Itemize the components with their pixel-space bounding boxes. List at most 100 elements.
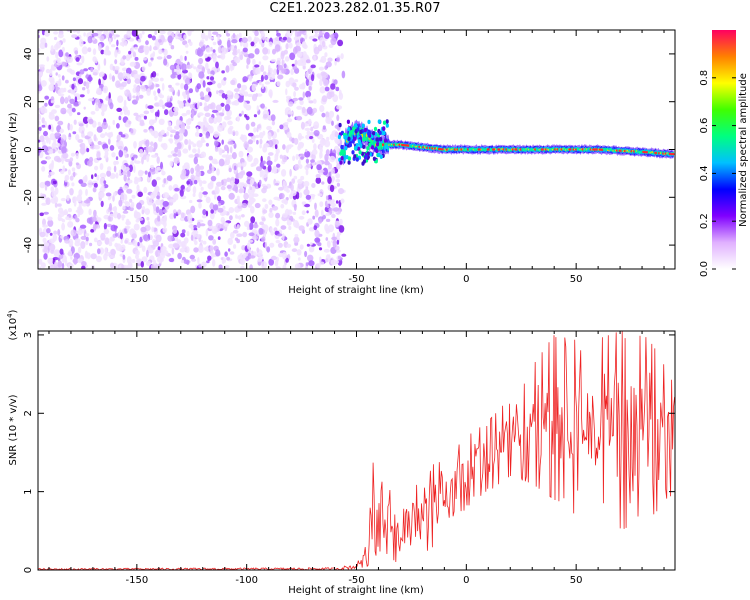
noise-speck (288, 42, 293, 49)
noise-speck (126, 78, 131, 85)
noise-speck (306, 163, 312, 168)
noise-speck (325, 111, 330, 119)
noise-speck (136, 202, 142, 210)
noise-speck (169, 160, 174, 167)
noise-speck (239, 54, 244, 61)
noise-speck (57, 203, 62, 207)
noise-speck (231, 39, 238, 44)
noise-speck (147, 34, 153, 39)
noise-speck (184, 102, 191, 107)
noise-speck (277, 233, 283, 237)
noise-speck (53, 36, 58, 41)
noise-speck (318, 247, 323, 251)
noise-speck (275, 152, 279, 157)
snr-x-tick-label: 50 (570, 575, 583, 586)
noise-speck (91, 174, 94, 180)
noise-speck (159, 30, 166, 35)
noise-speck (327, 199, 333, 205)
noise-speck (296, 51, 303, 58)
signal-onset (353, 136, 357, 141)
spectrogram-y-tick-label: 40 (23, 48, 34, 61)
noise-speck (115, 232, 118, 237)
noise-speck (336, 231, 342, 236)
noise-speck (250, 41, 255, 47)
noise-speck (218, 264, 223, 269)
noise-speck (129, 206, 134, 212)
noise-speck (254, 202, 261, 209)
noise-speck (92, 187, 97, 193)
noise-speck (39, 212, 44, 217)
signal-onset (362, 137, 366, 142)
noise-speck (58, 217, 64, 221)
noise-speck (281, 68, 287, 74)
snr-x-label: Height of straight line (km) (288, 585, 424, 596)
noise-speck (207, 68, 211, 75)
noise-speck (90, 229, 95, 233)
noise-speck (69, 175, 74, 181)
noise-speck (215, 104, 222, 112)
noise-speck (95, 217, 102, 222)
noise-speck (100, 49, 105, 55)
noise-speck (264, 203, 269, 210)
noise-speck (155, 83, 160, 88)
signal-onset (373, 126, 378, 132)
noise-speck (183, 237, 189, 244)
noise-speck (160, 161, 163, 170)
noise-speck (108, 37, 112, 45)
noise-speck (312, 38, 318, 42)
noise-speck (99, 177, 105, 185)
noise-speck (188, 139, 192, 146)
noise-speck (257, 124, 261, 129)
noise-speck (314, 229, 320, 238)
noise-speck (97, 121, 101, 126)
noise-speck (310, 74, 315, 82)
noise-speck (103, 228, 110, 235)
noise-speck (121, 81, 127, 88)
noise-speck (43, 253, 48, 260)
noise-speck (286, 37, 292, 43)
snr-x-axis: -150 -100 -50 0 50 (48, 331, 665, 586)
noise-speck (272, 38, 276, 44)
noise-speck (228, 207, 235, 214)
noise-speck (238, 113, 242, 117)
noise-speck (281, 199, 288, 204)
noise-speck (58, 254, 64, 260)
noise-speck (42, 237, 47, 243)
noise-speck (329, 91, 335, 98)
signal-onset (364, 154, 368, 160)
noise-speck (48, 148, 54, 155)
noise-speck (208, 125, 214, 134)
noise-speck (187, 213, 193, 222)
noise-speck (99, 35, 105, 42)
noise-speck (150, 141, 154, 147)
signal-onset (353, 154, 357, 159)
spectrogram-y-axis: -40 -20 0 20 40 (23, 48, 675, 253)
noise-speck (272, 99, 279, 103)
spectrogram-y-label: Frequency (Hz) (8, 112, 19, 188)
noise-speck (282, 36, 287, 41)
noise-speck (98, 191, 105, 199)
noise-speck (194, 165, 201, 173)
noise-speck (222, 205, 226, 210)
noise-speck (92, 72, 98, 76)
noise-speck (218, 202, 222, 207)
noise-speck (61, 61, 68, 67)
noise-speck (298, 225, 305, 231)
noise-speck (96, 126, 103, 133)
noise-speck (82, 116, 89, 125)
noise-speck (118, 199, 123, 207)
noise-speck (85, 188, 88, 196)
noise-speck (87, 160, 93, 167)
noise-speck (304, 150, 311, 158)
noise-speck (212, 259, 216, 267)
noise-speck (40, 80, 47, 87)
noise-speck (128, 120, 132, 125)
noise-speck (174, 146, 179, 153)
noise-speck (236, 195, 240, 201)
noise-speck (158, 48, 163, 55)
noise-speck (180, 259, 185, 264)
noise-speck (312, 98, 317, 104)
noise-speck (207, 30, 212, 37)
noise-speck (138, 33, 143, 39)
noise-speck (234, 237, 239, 241)
